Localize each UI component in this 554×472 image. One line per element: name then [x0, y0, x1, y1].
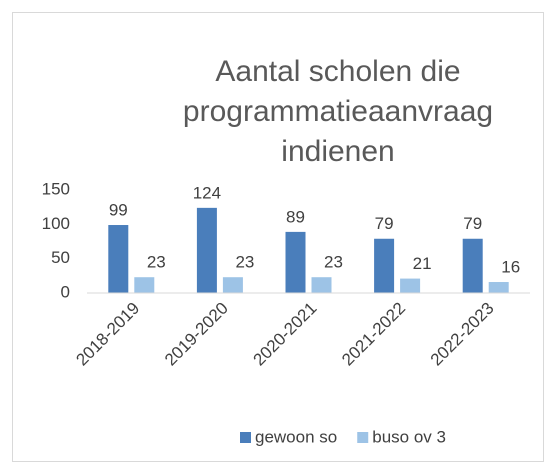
- data-label: 16: [501, 257, 520, 276]
- y-tick-label: 50: [51, 248, 70, 267]
- y-tick-label: 0: [61, 282, 70, 301]
- bar: [462, 238, 483, 293]
- x-tick-label: 2022-2023: [427, 299, 498, 370]
- data-label: 23: [147, 253, 166, 272]
- bar: [196, 207, 217, 293]
- bar: [311, 277, 332, 293]
- bar: [108, 225, 129, 293]
- data-label: 23: [235, 253, 254, 272]
- data-label: 21: [413, 254, 432, 273]
- x-tick-label: 2019-2020: [161, 299, 232, 370]
- data-label: 99: [109, 201, 128, 220]
- data-label: 89: [286, 207, 305, 226]
- chart-title: Aantal scholen die programmatieaanvraag …: [182, 55, 494, 168]
- bar: [134, 277, 155, 293]
- data-label: 79: [375, 214, 394, 233]
- y-tick-label: 150: [42, 179, 70, 198]
- x-tick-label: 2021-2022: [338, 299, 409, 370]
- x-tick-label: 2020-2021: [250, 299, 321, 370]
- x-tick-label: 2018-2019: [72, 299, 143, 370]
- bar: [285, 231, 306, 293]
- legend-swatch: [240, 432, 251, 443]
- data-label: 124: [193, 183, 221, 202]
- bar: [222, 277, 243, 293]
- bar: [374, 238, 395, 293]
- bar: [400, 278, 421, 293]
- y-tick-label: 100: [42, 214, 70, 233]
- legend-label: gewoon so: [255, 427, 337, 446]
- data-label: 79: [463, 214, 482, 233]
- data-label: 23: [324, 253, 343, 272]
- legend-label: buso ov 3: [372, 427, 446, 446]
- bar: [488, 282, 509, 293]
- chart-border: [12, 12, 544, 462]
- legend-swatch: [357, 432, 369, 443]
